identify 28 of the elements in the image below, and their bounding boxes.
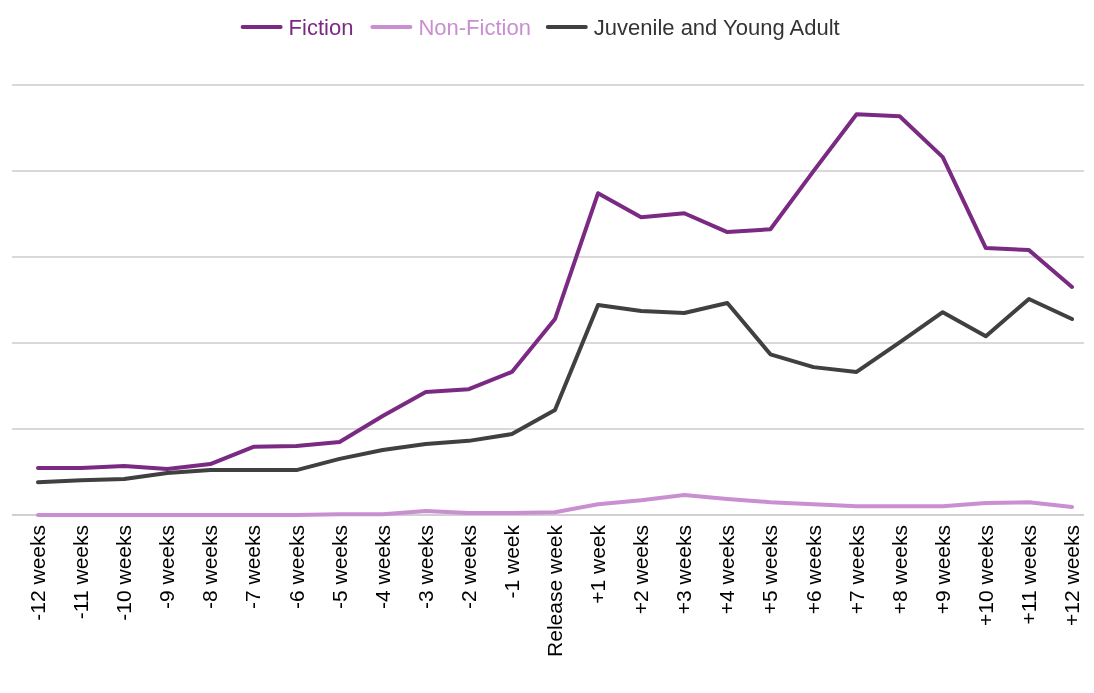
legend-label: Juvenile and Young Adult [593, 15, 840, 40]
x-tick-label: Release week [543, 524, 566, 657]
x-tick-label: +7 weeks [844, 525, 868, 615]
x-tick-label: -2 weeks [456, 525, 480, 610]
x-tick-label: +9 weeks [930, 525, 954, 615]
x-tick-label: +3 weeks [672, 525, 696, 615]
x-tick-label: +2 weeks [629, 525, 653, 615]
x-tick-label: +10 weeks [973, 525, 997, 626]
x-tick-label: -11 weeks [69, 525, 93, 620]
x-tick-label: -1 week [499, 524, 523, 599]
legend-label: Non-Fiction [418, 15, 531, 40]
x-tick-label: -5 weeks [327, 525, 351, 610]
x-tick-label: -8 weeks [198, 525, 222, 610]
x-tick-label: -3 weeks [413, 525, 437, 610]
x-tick-label: -7 weeks [241, 525, 265, 610]
x-tick-label: -4 weeks [370, 525, 394, 610]
x-tick-label: -6 weeks [284, 525, 308, 610]
legend-label: Fiction [288, 15, 354, 40]
x-tick-label: +1 week [586, 524, 610, 604]
x-tick-label: -12 weeks [26, 525, 49, 621]
x-tick-label: +8 weeks [887, 525, 911, 615]
x-tick-label: +6 weeks [801, 525, 825, 615]
x-tick-label: +11 weeks [1016, 525, 1040, 625]
x-tick-label: +4 weeks [715, 525, 739, 615]
x-tick-label: +12 weeks [1060, 525, 1083, 626]
x-tick-label: -9 weeks [155, 525, 179, 610]
x-tick-label: +5 weeks [758, 525, 782, 615]
x-tick-label: -10 weeks [112, 525, 136, 621]
